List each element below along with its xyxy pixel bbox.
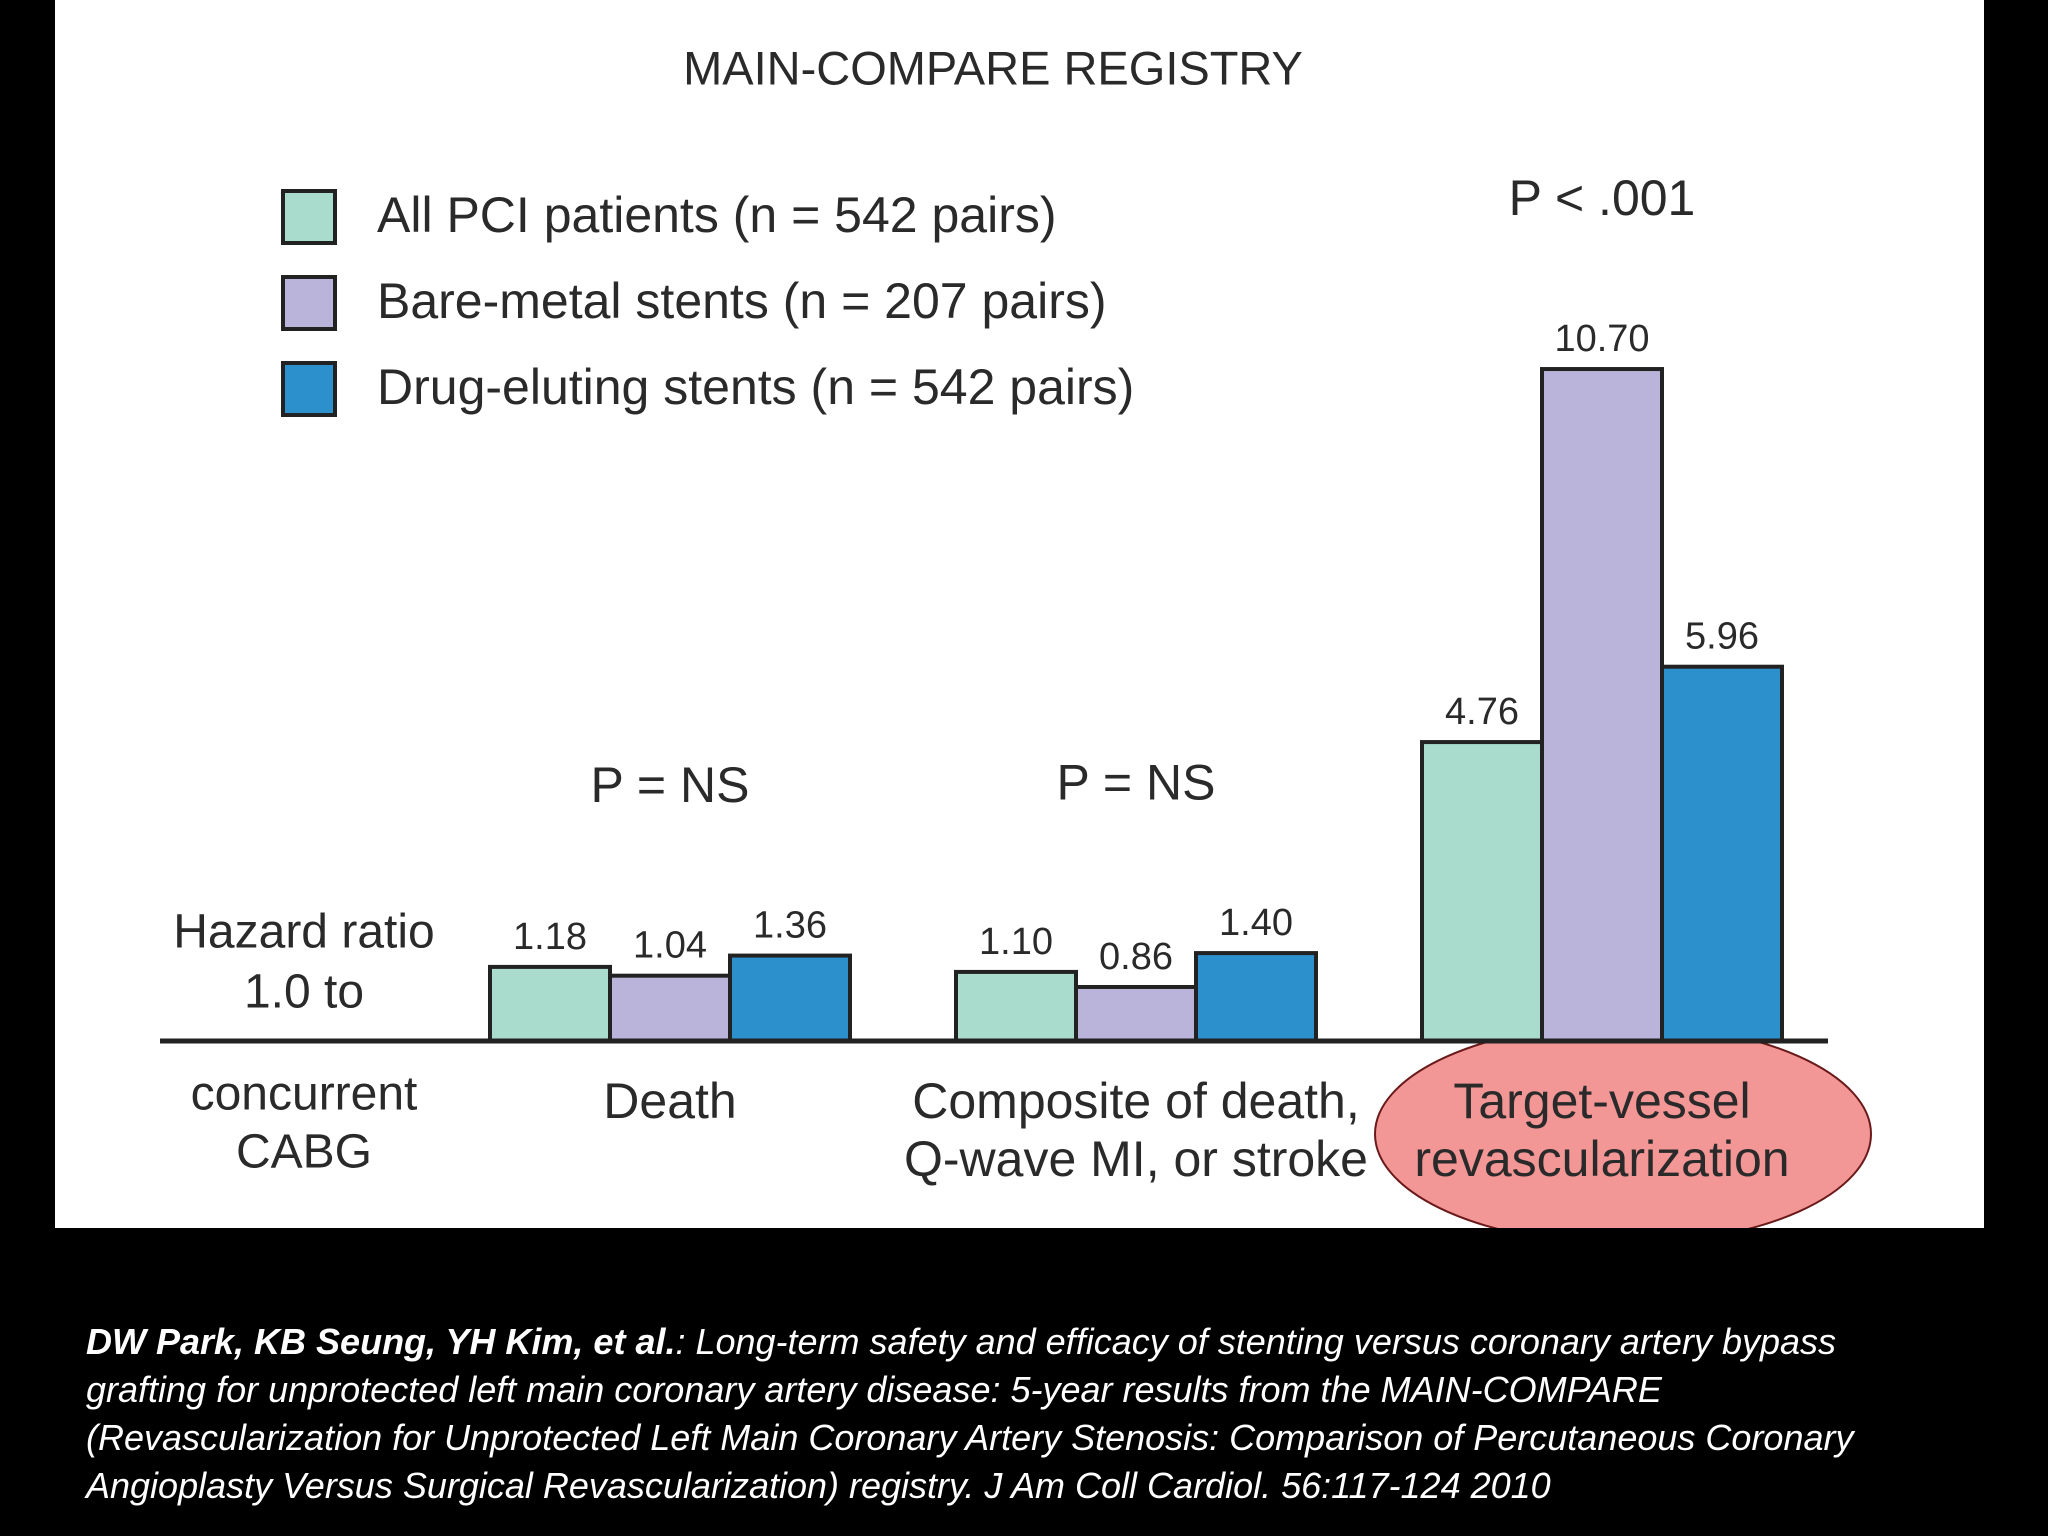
- citation-authors: DW Park, KB Seung, YH Kim, et al.: [86, 1321, 676, 1362]
- axis-note: Hazard ratio: [173, 906, 434, 959]
- legend-label: All PCI patients (n = 542 pairs): [377, 187, 1057, 243]
- chart-title: MAIN-COMPARE REGISTRY: [683, 41, 1303, 94]
- chart: MAIN-COMPARE REGISTRY All PCI patients (…: [55, 0, 1984, 1228]
- bar: [488, 964, 612, 1043]
- x-tick-label: revascularization: [1414, 1131, 1789, 1187]
- value-label: 1.40: [1219, 902, 1293, 944]
- citation: DW Park, KB Seung, YH Kim, et al.: Long-…: [86, 1318, 1966, 1510]
- x-tick-label: Death: [603, 1073, 736, 1129]
- bar: [1074, 984, 1198, 1044]
- value-label: 1.18: [513, 916, 587, 958]
- bar: [1420, 740, 1544, 1044]
- bar: [954, 969, 1078, 1043]
- bar: [1660, 664, 1784, 1043]
- value-label: 1.10: [979, 921, 1053, 963]
- citation-text: : Long-term safety and efficacy of stent…: [86, 1321, 1854, 1506]
- value-label: 5.96: [1685, 616, 1759, 658]
- x-tick-label: Target-vessel: [1453, 1073, 1750, 1129]
- bar: [728, 953, 852, 1043]
- annotation: P < .001: [1509, 170, 1696, 226]
- axis-note: CABG: [236, 1126, 372, 1179]
- value-label: 10.70: [1554, 318, 1649, 360]
- value-label: 4.76: [1445, 691, 1519, 733]
- legend-swatch: [281, 189, 337, 245]
- bar: [1540, 367, 1664, 1044]
- value-label: 0.86: [1099, 936, 1173, 978]
- annotation: P = NS: [1057, 754, 1216, 810]
- legend-swatch: [281, 361, 337, 417]
- axis-note: concurrent: [191, 1068, 418, 1121]
- annotation: P = NS: [591, 757, 750, 813]
- x-tick-label: Q-wave MI, or stroke: [904, 1131, 1368, 1187]
- legend-label: Bare-metal stents (n = 207 pairs): [377, 273, 1107, 329]
- bar: [608, 973, 732, 1043]
- value-label: 1.36: [753, 905, 827, 947]
- legend-swatch: [281, 275, 337, 331]
- axis-note: 1.0 to: [244, 966, 364, 1019]
- bar: [1194, 951, 1318, 1044]
- x-tick-label: Composite of death,: [912, 1073, 1360, 1129]
- value-label: 1.04: [633, 925, 707, 967]
- legend-label: Drug-eluting stents (n = 542 pairs): [377, 359, 1134, 415]
